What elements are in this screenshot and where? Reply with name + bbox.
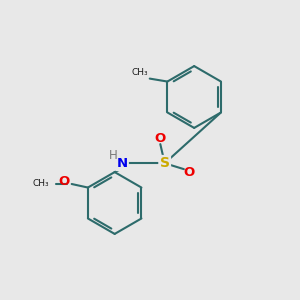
- Text: S: S: [160, 156, 170, 170]
- Text: N: N: [116, 157, 128, 170]
- Text: CH₃: CH₃: [132, 68, 148, 77]
- Text: H: H: [109, 149, 118, 162]
- Text: CH₃: CH₃: [33, 179, 50, 188]
- Text: O: O: [184, 166, 195, 179]
- Text: O: O: [58, 175, 69, 188]
- Text: O: O: [155, 132, 166, 145]
